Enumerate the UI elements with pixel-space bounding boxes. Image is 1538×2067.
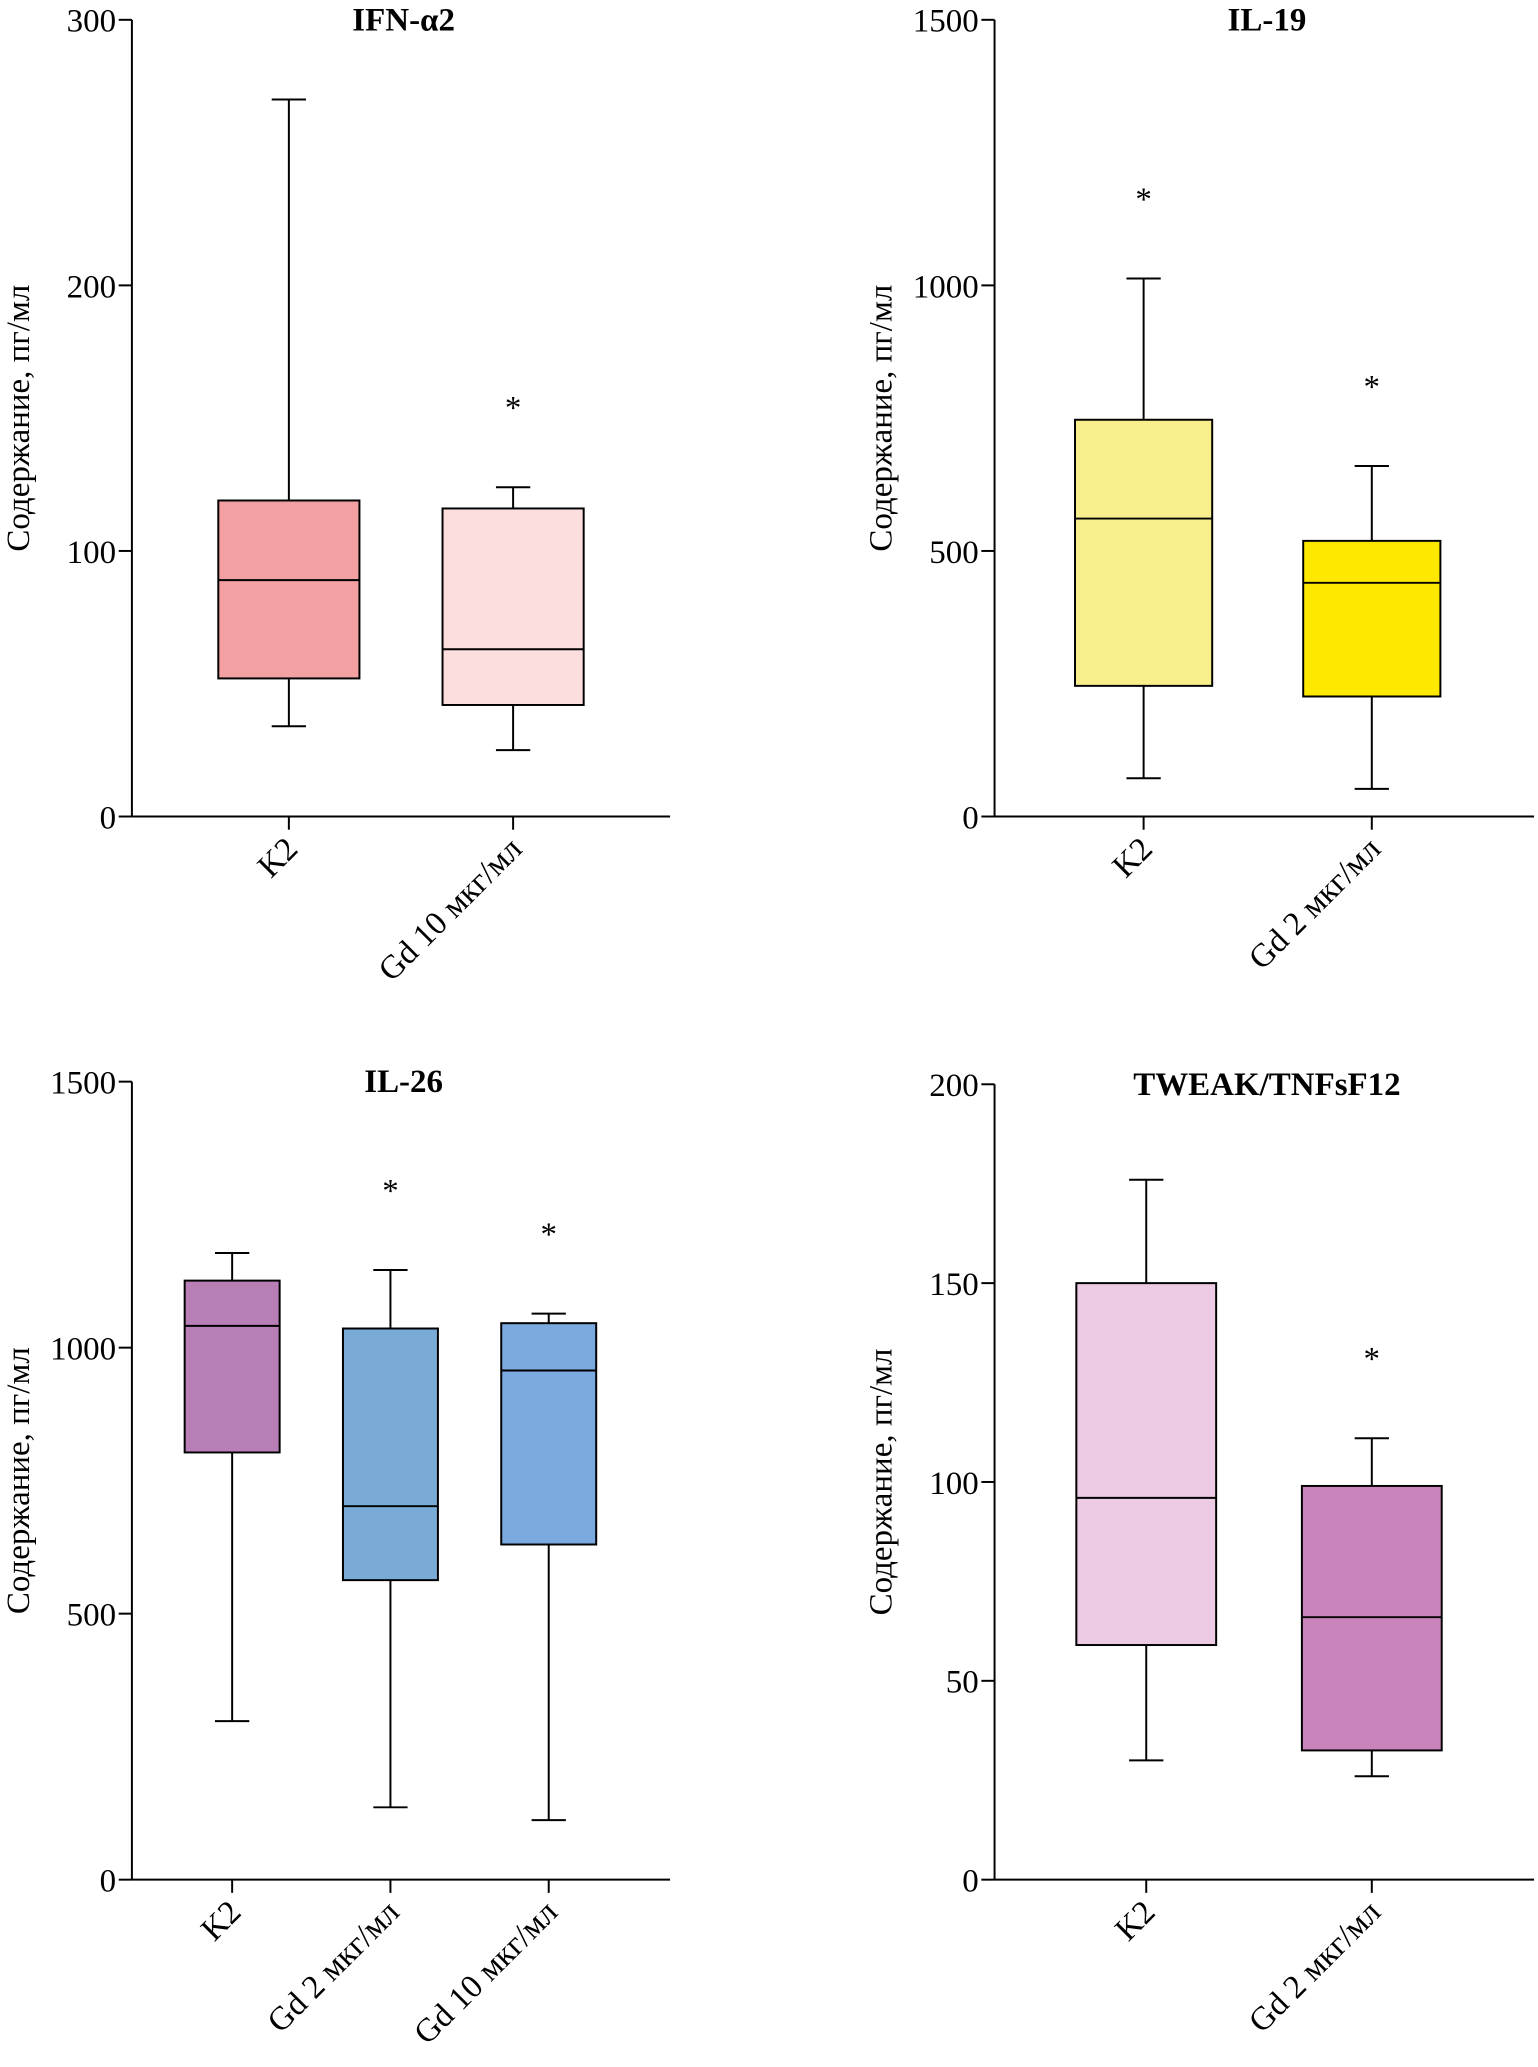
box bbox=[341, 1327, 439, 1582]
y-tick-label: 0 bbox=[100, 800, 116, 836]
significance-marker: * bbox=[540, 1217, 556, 1253]
y-tick-label: 0 bbox=[962, 800, 978, 836]
y-axis-label: Содержание, пг/мл bbox=[1, 1347, 37, 1614]
y-tick-label: 50 bbox=[946, 1665, 979, 1701]
significance-marker: * bbox=[505, 391, 521, 427]
significance-marker: * bbox=[1135, 182, 1151, 218]
box bbox=[1302, 539, 1442, 698]
y-tick-label: 150 bbox=[929, 1267, 978, 1303]
x-tick-label: Gd 2 мкг/мл bbox=[1242, 831, 1388, 977]
y-tick-label: 1500 bbox=[50, 1066, 116, 1102]
y-axis-label: Содержание, пг/мл bbox=[864, 285, 900, 552]
x-tick-label: K2 bbox=[194, 1894, 248, 1948]
chart-title: IFN-α2 bbox=[352, 2, 455, 38]
x-tick-label: Gd 2 мкг/мл bbox=[1242, 1894, 1388, 2040]
y-axis-label: Содержание, пг/мл bbox=[1, 285, 37, 552]
x-tick-label: Gd 10 мкг/мл bbox=[372, 831, 529, 988]
y-tick-label: 100 bbox=[67, 535, 116, 571]
x-tick-label: K2 bbox=[1109, 1894, 1163, 1948]
box bbox=[500, 1322, 598, 1546]
y-tick-label: 200 bbox=[67, 269, 116, 305]
significance-marker: * bbox=[1364, 369, 1380, 405]
x-tick-label: K2 bbox=[1106, 831, 1160, 885]
x-tick-label: K2 bbox=[251, 831, 305, 885]
box bbox=[1075, 1282, 1218, 1647]
significance-marker: * bbox=[1364, 1342, 1380, 1378]
y-tick-label: 1500 bbox=[913, 4, 979, 40]
y-tick-label: 0 bbox=[100, 1864, 116, 1900]
significance-marker: * bbox=[382, 1173, 398, 1209]
box bbox=[1300, 1484, 1443, 1752]
y-tick-label: 1000 bbox=[50, 1332, 116, 1368]
box bbox=[441, 507, 585, 706]
box bbox=[1074, 418, 1214, 687]
chart-title: TWEAK/TNFsF12 bbox=[1133, 1067, 1400, 1103]
y-tick-label: 500 bbox=[67, 1598, 116, 1634]
chart-title: IL-26 bbox=[364, 1064, 443, 1100]
y-tick-label: 0 bbox=[962, 1864, 978, 1900]
y-tick-label: 200 bbox=[929, 1068, 978, 1104]
y-tick-label: 1000 bbox=[913, 269, 979, 305]
x-tick-label: Gd 2 мкг/мл bbox=[261, 1894, 407, 2040]
y-tick-label: 300 bbox=[67, 4, 116, 40]
box bbox=[183, 1279, 281, 1454]
y-tick-label: 100 bbox=[929, 1466, 978, 1502]
y-axis-label: Содержание, пг/мл bbox=[864, 1349, 900, 1616]
y-tick-label: 500 bbox=[929, 535, 978, 571]
x-tick-label: Gd 10 мкг/мл bbox=[408, 1894, 565, 2051]
box bbox=[217, 499, 361, 680]
chart-title: IL-19 bbox=[1228, 2, 1307, 38]
